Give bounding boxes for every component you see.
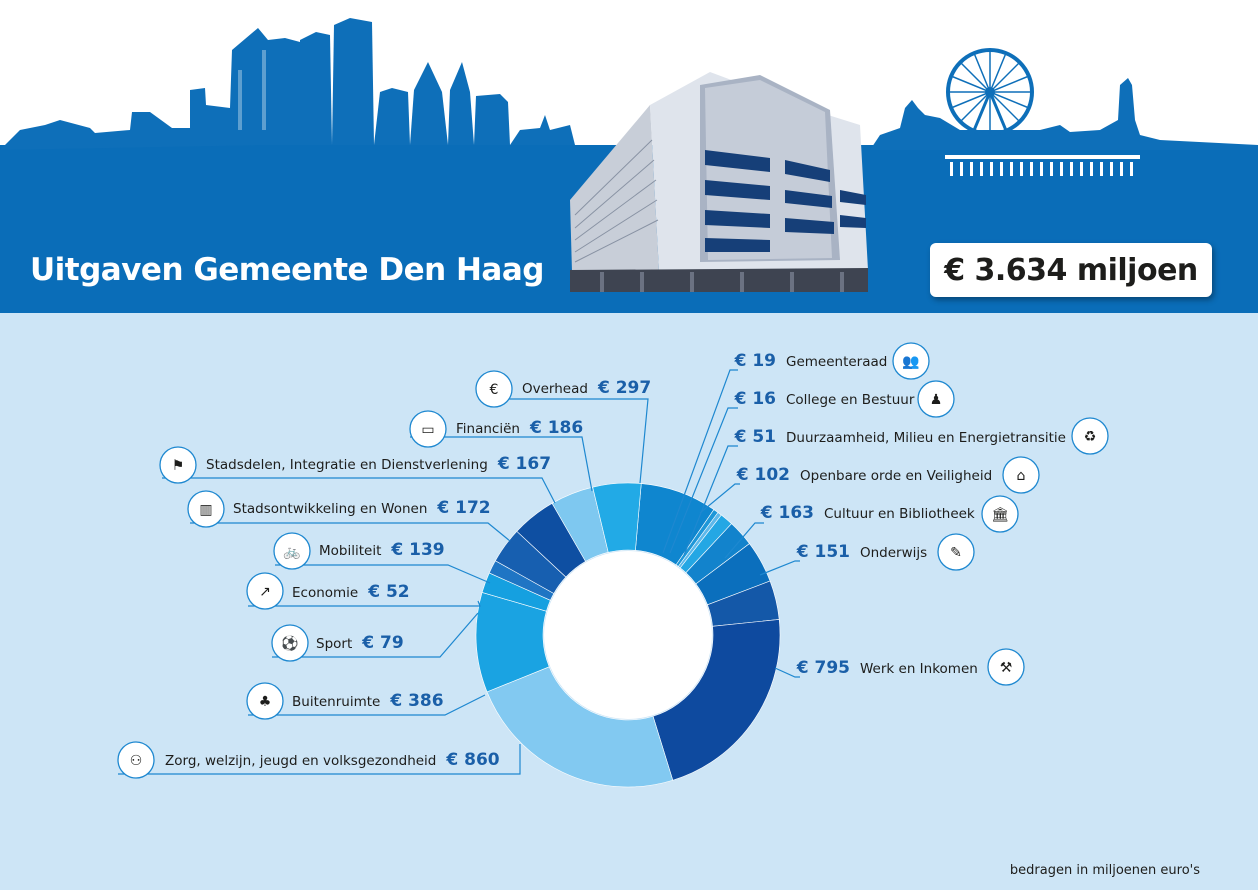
growth-chart-icon-glyph: ↗ — [259, 584, 271, 600]
slice-label: Economie — [292, 585, 358, 601]
donut-chart: € Overhead € 297 👥 Gemeenteraad € 19 ♟ College … — [117, 342, 1109, 788]
leader-line — [272, 612, 479, 658]
buildings-icon — [187, 490, 225, 528]
board-icon — [917, 380, 955, 418]
safety-icon — [1002, 456, 1040, 494]
growth-chart-icon — [246, 572, 284, 610]
family-icon — [117, 741, 155, 779]
chart-area: € Overhead € 297 👥 Gemeenteraad € 19 ♟ College … — [0, 313, 1258, 890]
money-icon — [409, 410, 447, 448]
leader-line — [248, 600, 481, 607]
slice-amount: € 297 — [597, 378, 651, 398]
pier-icon — [945, 155, 1140, 176]
slice-label: Openbare orde en Veiligheid — [800, 468, 992, 484]
slice-label: Zorg, welzijn, jeugd en volksgezondheid — [165, 753, 436, 769]
unit-footnote: bedragen in miljoenen euro's — [1009, 863, 1200, 878]
leader-line — [410, 436, 593, 492]
buildings-icon-glyph: ▥ — [199, 502, 212, 518]
leader-line — [162, 477, 556, 504]
slice-amount: € 151 — [796, 542, 850, 562]
board-icon-glyph: ♟ — [930, 392, 943, 408]
slice-label: Sport — [316, 636, 352, 652]
slice-amount: € 19 — [734, 351, 776, 371]
slice-label: Werk en Inkomen — [860, 661, 978, 677]
council-icon-glyph: 👥 — [902, 354, 919, 370]
slice-amount: € 16 — [734, 389, 776, 409]
city-hall-building-illustration — [570, 72, 868, 292]
leader-line — [669, 407, 738, 554]
slice-label: Mobiliteit — [319, 543, 381, 559]
leader-line — [683, 445, 738, 556]
leader-line — [118, 744, 521, 775]
slice-label: Stadsontwikkeling en Wonen — [233, 501, 427, 517]
slice-amount: € 52 — [367, 582, 409, 602]
leader-line — [759, 560, 800, 576]
money-icon-glyph: ▭ — [421, 422, 434, 438]
slice-label: Overhead — [522, 381, 588, 397]
bus-bike-icon — [273, 532, 311, 570]
museum-icon-glyph: 🏛 — [991, 506, 1009, 523]
worker-icon — [987, 648, 1025, 686]
slice-label: Financiën — [456, 421, 520, 437]
euro-roof-icon — [475, 370, 513, 408]
slice-amount: € 186 — [529, 418, 583, 438]
museum-icon — [981, 495, 1019, 533]
leader-line — [494, 398, 649, 484]
slice-amount: € 79 — [361, 633, 403, 653]
tree-bench-icon-glyph: ♣ — [259, 694, 272, 710]
tree-bench-icon — [246, 682, 284, 720]
sport-icon — [271, 624, 309, 662]
header-banner: Uitgaven Gemeente Den Haag € 3.634 miljo… — [0, 0, 1258, 313]
slice-amount: € 139 — [390, 540, 444, 560]
slice-label: Duurzaamheid, Milieu en Energietransitie — [786, 430, 1066, 446]
donut-slice-15 — [592, 482, 642, 553]
recycle-icon-glyph: ♻ — [1084, 429, 1097, 445]
leader-line — [774, 667, 800, 678]
slice-amount: € 163 — [760, 503, 814, 523]
bus-bike-icon-glyph: 🚲 — [283, 544, 300, 560]
slice-amount: € 386 — [389, 691, 443, 711]
council-icon — [892, 342, 930, 380]
leader-line — [699, 483, 740, 514]
signpost-icon — [159, 446, 197, 484]
teacher-icon — [937, 533, 975, 571]
recycle-icon — [1071, 417, 1109, 455]
leader-line — [275, 564, 491, 584]
slice-label: College en Bestuur — [786, 392, 915, 408]
donut-slice-7 — [652, 619, 781, 781]
slice-label: Stadsdelen, Integratie en Dienstverlenin… — [206, 457, 488, 473]
leader-line — [248, 694, 486, 716]
safety-icon-glyph: ⌂ — [1017, 468, 1026, 484]
slice-amount: € 860 — [445, 750, 499, 770]
slice-label: Gemeenteraad — [786, 354, 887, 370]
slice-label: Buitenruimte — [292, 694, 380, 710]
leader-line — [662, 369, 738, 554]
slice-label: Onderwijs — [860, 545, 927, 561]
euro-roof-icon-glyph: € — [490, 382, 499, 398]
family-icon-glyph: ⚇ — [130, 753, 143, 769]
signpost-icon-glyph: ⚑ — [172, 458, 185, 474]
worker-icon-glyph: ⚒ — [1000, 660, 1013, 676]
slice-amount: € 102 — [736, 465, 790, 485]
leader-line — [724, 522, 764, 559]
total-badge: € 3.634 miljoen — [930, 243, 1212, 297]
slice-label: Cultuur en Bibliotheek — [824, 506, 975, 522]
donut-hole — [544, 551, 712, 719]
skyline-illustration — [0, 18, 1258, 313]
slice-amount: € 172 — [436, 498, 490, 518]
leader-line — [190, 522, 511, 542]
teacher-icon-glyph: ✎ — [950, 545, 962, 561]
page-title: Uitgaven Gemeente Den Haag — [30, 252, 544, 288]
ferris-wheel-icon — [946, 48, 1034, 142]
slice-amount: € 51 — [734, 427, 776, 447]
sport-icon-glyph: ⚽ — [280, 635, 298, 652]
slice-amount: € 167 — [497, 454, 551, 474]
total-amount: € 3.634 miljoen — [944, 252, 1198, 288]
donut-slice-8 — [486, 666, 674, 788]
slice-amount: € 795 — [796, 658, 850, 678]
